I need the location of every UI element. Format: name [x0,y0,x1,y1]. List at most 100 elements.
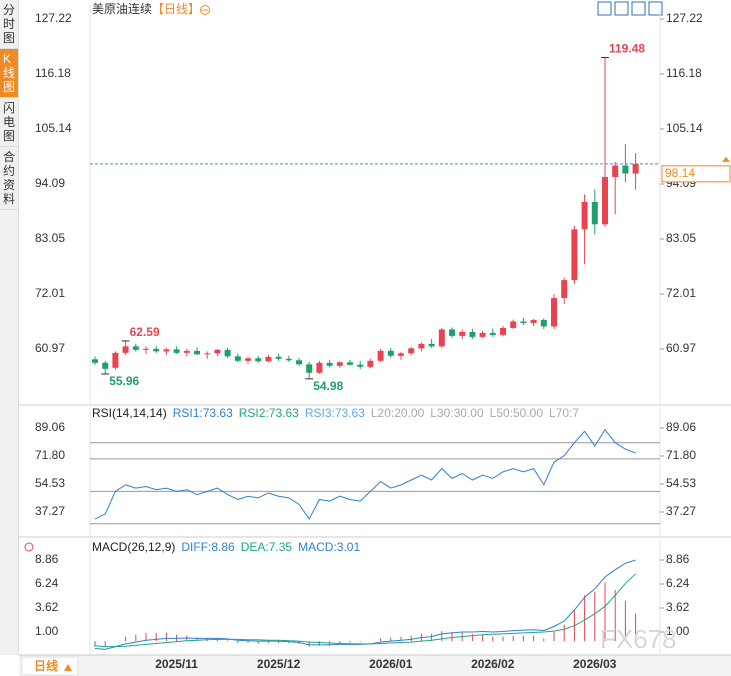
y-tick-label: 116.18 [666,66,702,80]
candle-body [112,352,119,368]
candle-body [122,346,129,353]
candle-body [540,319,547,327]
timeframe-button[interactable] [21,656,79,676]
y-tick-label: 54.53 [35,476,65,490]
title: 美原油连续 [92,1,152,16]
candle-body [408,348,415,354]
candle-body [336,362,343,366]
y-tick-label: 127.22 [666,11,703,25]
candle-body [234,356,241,361]
y-tick-label: 60.97 [666,341,696,355]
candle-body [591,201,598,225]
tab[interactable]: 闪电图 [0,98,18,147]
period-toggle[interactable] [200,5,210,15]
indicator-line [94,428,636,520]
toolbar [597,1,663,16]
candle-body [428,343,435,347]
y-tick-label: 8.86 [35,552,59,566]
candle-body [500,327,506,335]
indicator-label: L20:20.00 [371,406,425,420]
candle-body [377,350,384,361]
y-tick-label: 8.86 [666,552,690,566]
indicator-label: MACD:3.01 [298,540,360,554]
tab[interactable]: K线图 [0,49,18,98]
candle-body [316,362,323,373]
candle-body [479,332,486,337]
y-tick-label: 83.05 [666,231,696,245]
candle-body [347,362,353,365]
candle-body [571,229,578,281]
y-tick-label: 54.53 [666,476,696,490]
candle-body [612,165,619,178]
candle-body [92,359,98,363]
indicator-line [94,559,636,650]
tab[interactable]: 合约资料 [0,147,18,210]
indicator-label: RSI3:73.63 [305,406,365,420]
candle-body [255,358,262,362]
y-tick-label: 71.80 [666,448,696,462]
x-tick-label: 2026/03 [573,657,617,671]
candle-body [551,298,557,327]
candle-body [183,350,190,353]
period: 【日线】 [152,2,200,16]
candle-body [561,280,568,299]
candle-body [489,332,496,335]
candle-body [581,201,588,230]
timeframe[interactable]: 日线 [34,658,58,673]
indicator-label: RSI2:73.63 [239,406,299,420]
candle-body [102,362,109,369]
tab[interactable]: 分时图 [0,0,18,49]
candle-body [265,356,272,362]
candle-body [275,356,282,359]
y-tick-label: 37.27 [666,504,696,518]
candle-body [530,319,537,323]
x-tick-label: 2025/12 [257,657,301,671]
candle-body [306,364,313,373]
y-tick-label: 72.01 [35,286,65,300]
candle-body [602,177,608,225]
x-tick-label: 2025/11 [155,657,198,671]
indicator-label: DEA:7.35 [241,540,293,554]
candle-body [173,349,180,353]
x-tick-label: 2026/02 [471,657,515,671]
indicator-label: MACD(26,12,9) [92,540,175,554]
tool-button[interactable] [597,1,612,16]
y-tick-label: 1.00 [35,624,59,638]
sidebar: 分时图 K线图 闪电图 合约资料 [0,0,19,655]
tool-button[interactable] [648,1,663,16]
candle-body [153,348,160,352]
tool-button[interactable] [614,1,629,16]
candle-body [510,321,517,328]
y-tick-label: 6.24 [35,576,59,590]
candle-body [296,360,302,365]
candle-body [469,331,476,337]
y-tick-label: 89.06 [666,420,696,434]
candle-body [143,348,149,350]
candle-body [204,353,211,355]
y-tick-label: 105.14 [35,121,72,135]
y-tick-label: 6.24 [666,576,690,590]
bottom-bar [19,655,731,676]
candle-body [224,349,231,357]
candle-body [163,349,170,352]
y-tick-label: 3.62 [666,600,690,614]
y-tick-label: 127.22 [35,11,72,25]
candle-body [367,360,374,367]
indicator-label: L50:50.00 [490,406,544,420]
indicator-label: L30:30.00 [430,406,484,420]
extreme-label: 55.96 [109,374,139,388]
indicator-label: RSI(14,14,14) [92,406,167,420]
timeframe-arrow[interactable] [64,664,72,671]
candle-body [387,350,394,356]
panel-icon [24,542,34,552]
y-tick-label: 72.01 [666,286,696,300]
current-price-arrow [722,156,730,162]
candle-body [459,331,466,336]
candle-body [214,349,221,354]
indicator-label: L70:7 [549,406,579,420]
y-tick-label: 94.09 [35,176,65,190]
candle-body [520,321,527,323]
tool-button[interactable] [631,1,646,16]
y-tick-label: 89.06 [35,420,65,434]
